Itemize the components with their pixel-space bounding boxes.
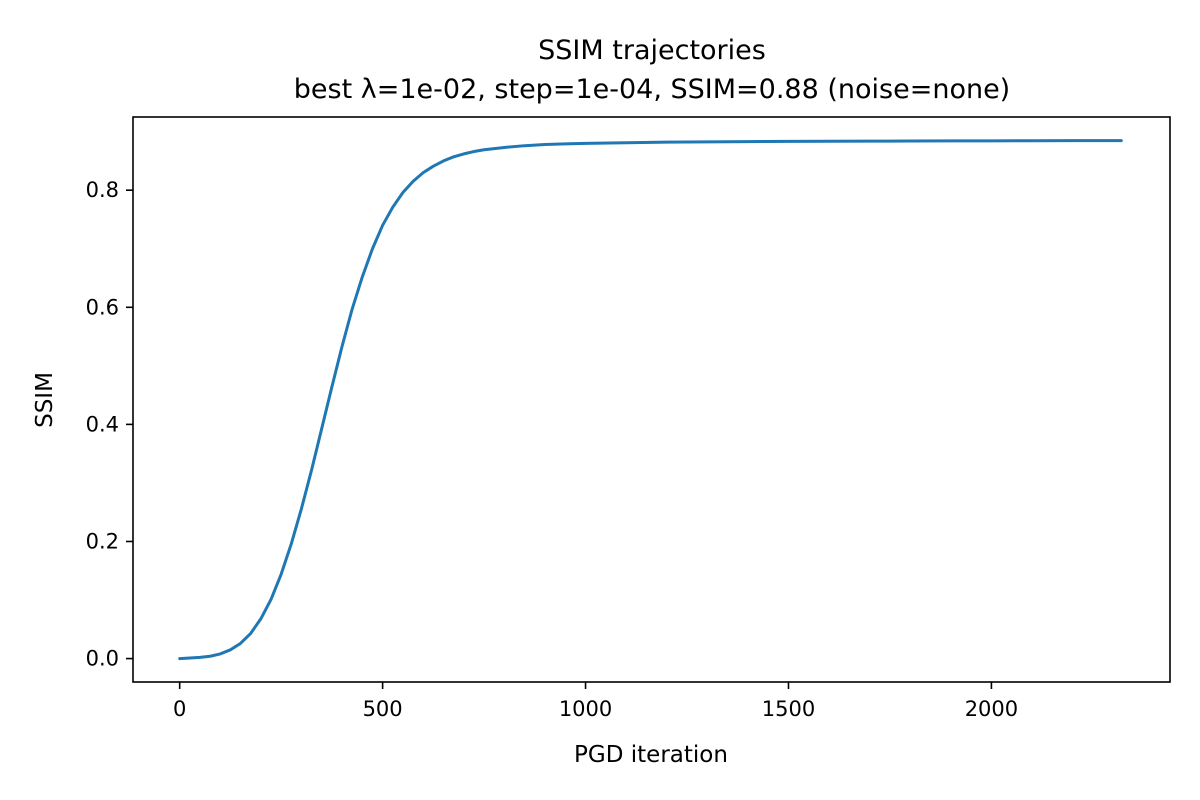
plot-frame bbox=[132, 116, 1171, 683]
x-tick-label: 0 bbox=[173, 697, 186, 721]
chart-title: SSIM trajectories bbox=[538, 35, 766, 66]
x-tick-label: 1500 bbox=[762, 697, 815, 721]
y-tick-label: 0.6 bbox=[86, 295, 119, 319]
x-axis-ticks: 0 500 1000 1500 2000 bbox=[173, 682, 1018, 721]
y-tick-label: 0.8 bbox=[86, 178, 119, 202]
y-tick-label: 0.4 bbox=[86, 412, 119, 436]
y-axis-label: SSIM bbox=[32, 372, 58, 428]
x-tick-label: 500 bbox=[363, 697, 403, 721]
x-tick-label: 1000 bbox=[559, 697, 612, 721]
x-tick-label: 2000 bbox=[965, 697, 1018, 721]
y-axis-ticks: 0.0 0.2 0.4 0.6 0.8 bbox=[86, 178, 133, 671]
y-tick-label: 0.2 bbox=[86, 529, 119, 553]
ssim-series-line bbox=[178, 139, 1123, 661]
chart-subtitle: best λ=1e-02, step=1e-04, SSIM=0.88 (noi… bbox=[294, 74, 1010, 105]
y-tick-label: 0.0 bbox=[86, 647, 119, 671]
x-axis-label: PGD iteration bbox=[574, 742, 728, 768]
